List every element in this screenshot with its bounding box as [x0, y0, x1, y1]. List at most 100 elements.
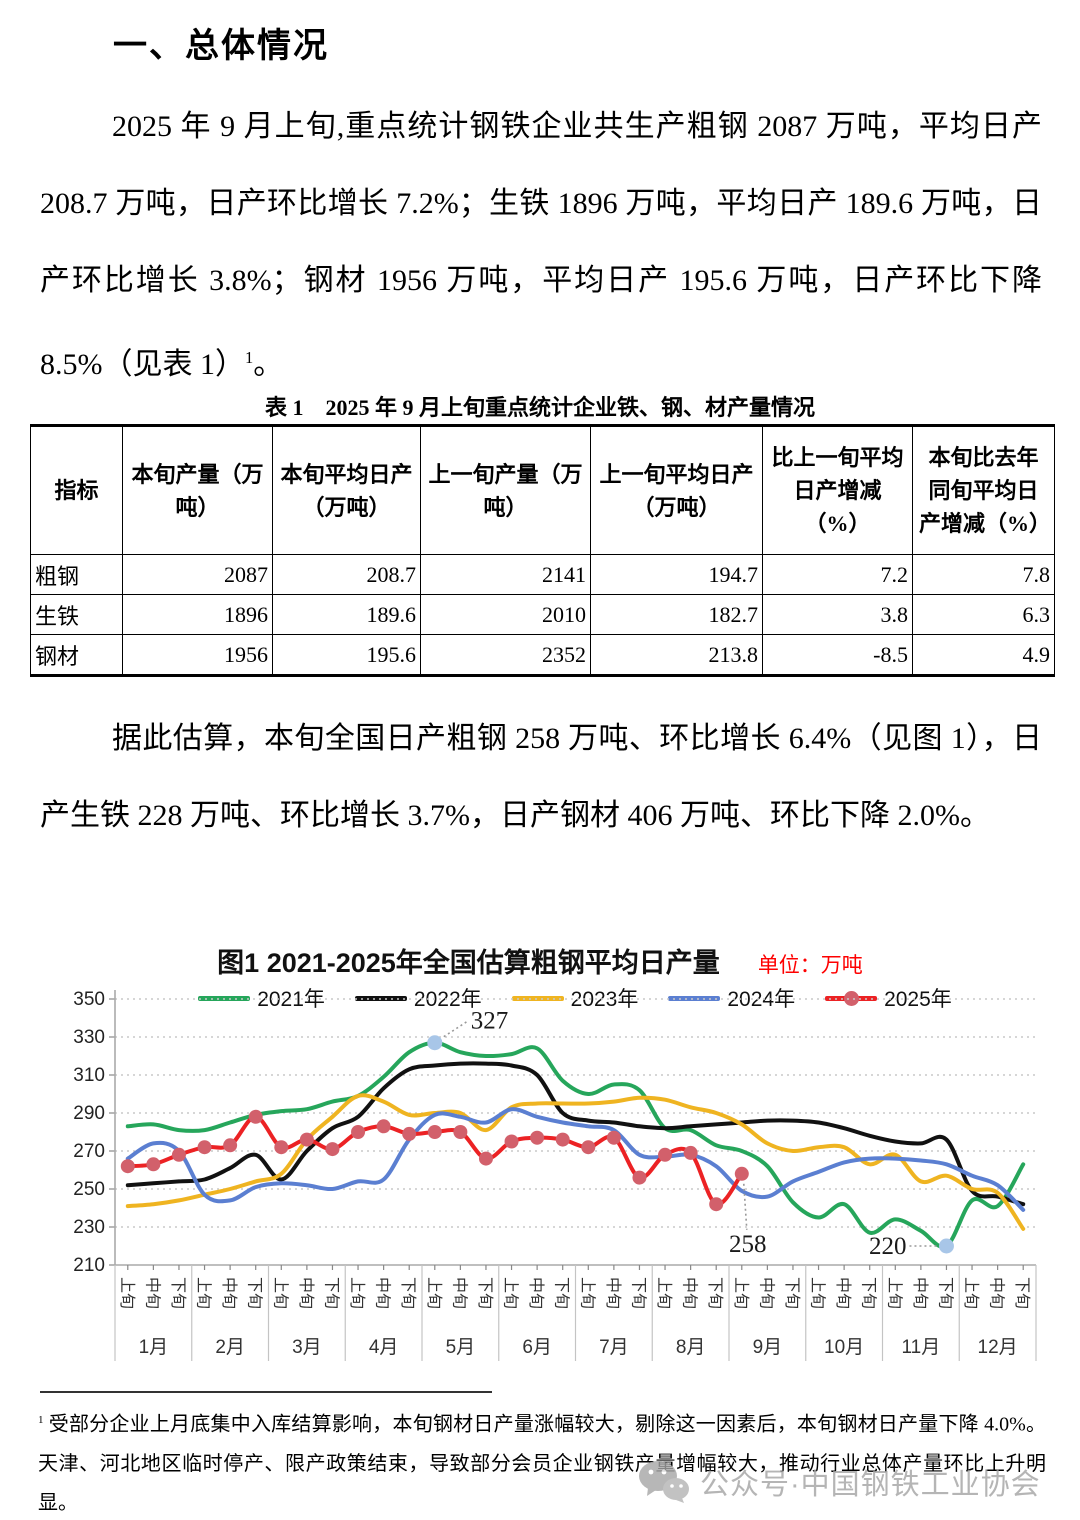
legend-line-swatch	[354, 995, 407, 1001]
period-tick-label: 上旬	[425, 1277, 443, 1309]
table-cell: 182.7	[590, 594, 763, 635]
period-tick-label: 下旬	[936, 1277, 954, 1309]
column-header: 比上一旬平均日产增减（%）	[762, 424, 913, 555]
month-label: 9月	[753, 1337, 783, 1358]
legend-item: 2023年	[511, 983, 639, 1013]
table-cell: 7.8	[912, 554, 1055, 595]
table-header-row: 指标 本旬产量（万吨） 本旬平均日产（万吨） 上一旬产量（万吨） 上一旬平均日产（万吨）…	[30, 424, 1055, 555]
y-tick-label: 290	[73, 1103, 105, 1124]
footnote-number: 1	[38, 1414, 44, 1426]
annotation-label: 258	[729, 1231, 767, 1258]
column-header: 本旬比去年同旬平均日产增减（%）	[912, 424, 1055, 555]
period-tick-label: 上旬	[962, 1277, 980, 1309]
month-label: 8月	[676, 1337, 706, 1358]
annotations: 327 220 258	[427, 1008, 954, 1260]
table-cell: 6.3	[912, 594, 1055, 635]
legend-line-swatch	[511, 995, 564, 1001]
table-title: 表 1 2025 年 9 月上旬重点统计企业铁、钢、材产量情况	[264, 395, 815, 420]
series-line-2022年	[125, 1061, 1026, 1207]
period-tick-label: 上旬	[271, 1277, 289, 1309]
period-tick-label: 中旬	[527, 1277, 545, 1309]
table-cell: 4.9	[912, 634, 1055, 677]
table-cell: 208.7	[272, 554, 421, 595]
footnote-reference: 1	[245, 348, 254, 367]
table-row: 生铁 1896 189.6 2010 182.7 3.8 6.3	[30, 594, 1055, 635]
legend-line-swatch	[198, 995, 251, 1001]
column-header: 本旬平均日产（万吨）	[272, 424, 421, 555]
gridlines	[109, 998, 1036, 1266]
period-tick-label: 上旬	[578, 1277, 596, 1309]
period-tick-label: 上旬	[195, 1277, 213, 1309]
period-tick-label: 中旬	[988, 1277, 1006, 1309]
period-tick-label: 下旬	[476, 1277, 494, 1309]
period-tick-label: 下旬	[553, 1277, 571, 1309]
annotation-dot	[938, 1238, 954, 1254]
period-tick-label: 中旬	[911, 1277, 929, 1309]
table-cell: -8.5	[762, 634, 913, 677]
watermark-text: 公众号·中国钢铁工业协会	[700, 1469, 1041, 1501]
period-tick-label: 上旬	[732, 1277, 750, 1309]
table-cell: 2010	[420, 594, 591, 635]
month-label: 10月	[824, 1337, 864, 1358]
x-axis-labels: 上旬 中旬 下旬 上旬 中旬 下旬 上旬 中旬 下旬 上旬 中旬 下旬 上旬 中旬 下旬 上旬 中旬 下旬 上旬 中旬…	[114, 1265, 1037, 1361]
paragraph-estimate: 据此估算，本旬全国日产粗钢 258 万吨、环比增长 6.4%（见图 1），日产生…	[40, 722, 1042, 832]
month-label: 11月	[902, 1337, 941, 1358]
chart-title: 图1 2021-2025年全国估算粗钢平均日产量	[217, 948, 720, 978]
period-tick-label: 中旬	[757, 1277, 775, 1309]
table-row: 钢材 1956 195.6 2352 213.8 -8.5 4.9	[30, 634, 1055, 677]
period-tick-label: 上旬	[809, 1277, 827, 1309]
period-tick-label: 上旬	[348, 1277, 366, 1309]
legend-item: 2021年	[198, 983, 325, 1013]
production-table: 指标 本旬产量（万吨） 本旬平均日产（万吨） 上一旬产量（万吨） 上一旬平均日产（万吨）…	[30, 424, 1055, 677]
chart-legend: 2021年 2022年 2023年 2024年 2025年	[110, 983, 1040, 1013]
chart-header: 图1 2021-2025年全国估算粗钢平均日产量 单位：万吨	[0, 941, 1080, 980]
period-tick-label: 下旬	[706, 1277, 724, 1309]
period-tick-label: 中旬	[297, 1277, 315, 1309]
period-tick-label: 下旬	[246, 1277, 264, 1309]
legend-label: 2025年	[884, 988, 952, 1011]
month-label: 1月	[139, 1337, 169, 1358]
legend-label: 2024年	[727, 988, 796, 1011]
series-markers-2025年	[120, 1109, 749, 1212]
y-tick-label: 310	[73, 1065, 105, 1086]
period-tick-label: 中旬	[220, 1277, 238, 1309]
period-tick-label: 上旬	[118, 1277, 136, 1309]
table-cell: 1956	[122, 634, 273, 677]
footnote-text: 受部分企业上月底集中入库结算影响，本旬钢材日产量涨幅较大，剔除这一因素后，本旬钢…	[38, 1413, 1047, 1514]
legend-line-swatch	[668, 995, 721, 1001]
y-tick-label: 330	[73, 1027, 105, 1048]
series-line-2023年	[125, 1093, 1026, 1231]
period-tick-label: 中旬	[143, 1277, 161, 1309]
series-line-2024年	[125, 1107, 1026, 1212]
paragraph-period: 。	[253, 348, 284, 381]
y-axis-labels: 210 230 250 270 290 310 330 350	[73, 989, 105, 1276]
legend-label: 2023年	[570, 988, 639, 1011]
table-row: 粗钢 2087 208.7 2141 194.7 7.2 7.8	[30, 554, 1055, 595]
chart-unit-label: 单位：万吨	[757, 954, 863, 977]
paragraph-text: 2025 年 9 月上旬,重点统计钢铁企业共生产粗钢 2087 万吨，平均日产 …	[40, 110, 1042, 381]
period-tick-label: 下旬	[322, 1277, 340, 1309]
table-cell: 2087	[122, 554, 273, 595]
row-indicator: 粗钢	[30, 554, 123, 595]
month-label: 6月	[522, 1337, 552, 1358]
table-cell: 3.8	[762, 594, 913, 635]
table-cell: 194.7	[590, 554, 763, 595]
legend-item: 2024年	[668, 983, 795, 1013]
period-tick-label: 中旬	[681, 1277, 699, 1309]
y-tick-label: 210	[73, 1255, 105, 1276]
period-tick-label: 下旬	[399, 1277, 417, 1309]
annotation-label: 327	[471, 1008, 509, 1035]
table-cell: 7.2	[762, 554, 913, 595]
legend-marker-dot	[844, 990, 860, 1006]
month-label: 3月	[292, 1337, 322, 1358]
period-tick-label: 中旬	[834, 1277, 852, 1309]
legend-item: 2025年	[825, 983, 952, 1013]
column-header: 指标	[30, 424, 123, 555]
period-tick-label: 中旬	[604, 1277, 622, 1309]
footnote: 1 受部分企业上月底集中入库结算影响，本旬钢材日产量涨幅较大，剔除这一因素后，本…	[38, 1401, 1046, 1520]
month-label: 4月	[369, 1337, 399, 1358]
footnote-separator	[40, 1391, 492, 1393]
period-tick-label: 中旬	[374, 1277, 392, 1309]
legend-label: 2021年	[257, 988, 325, 1011]
